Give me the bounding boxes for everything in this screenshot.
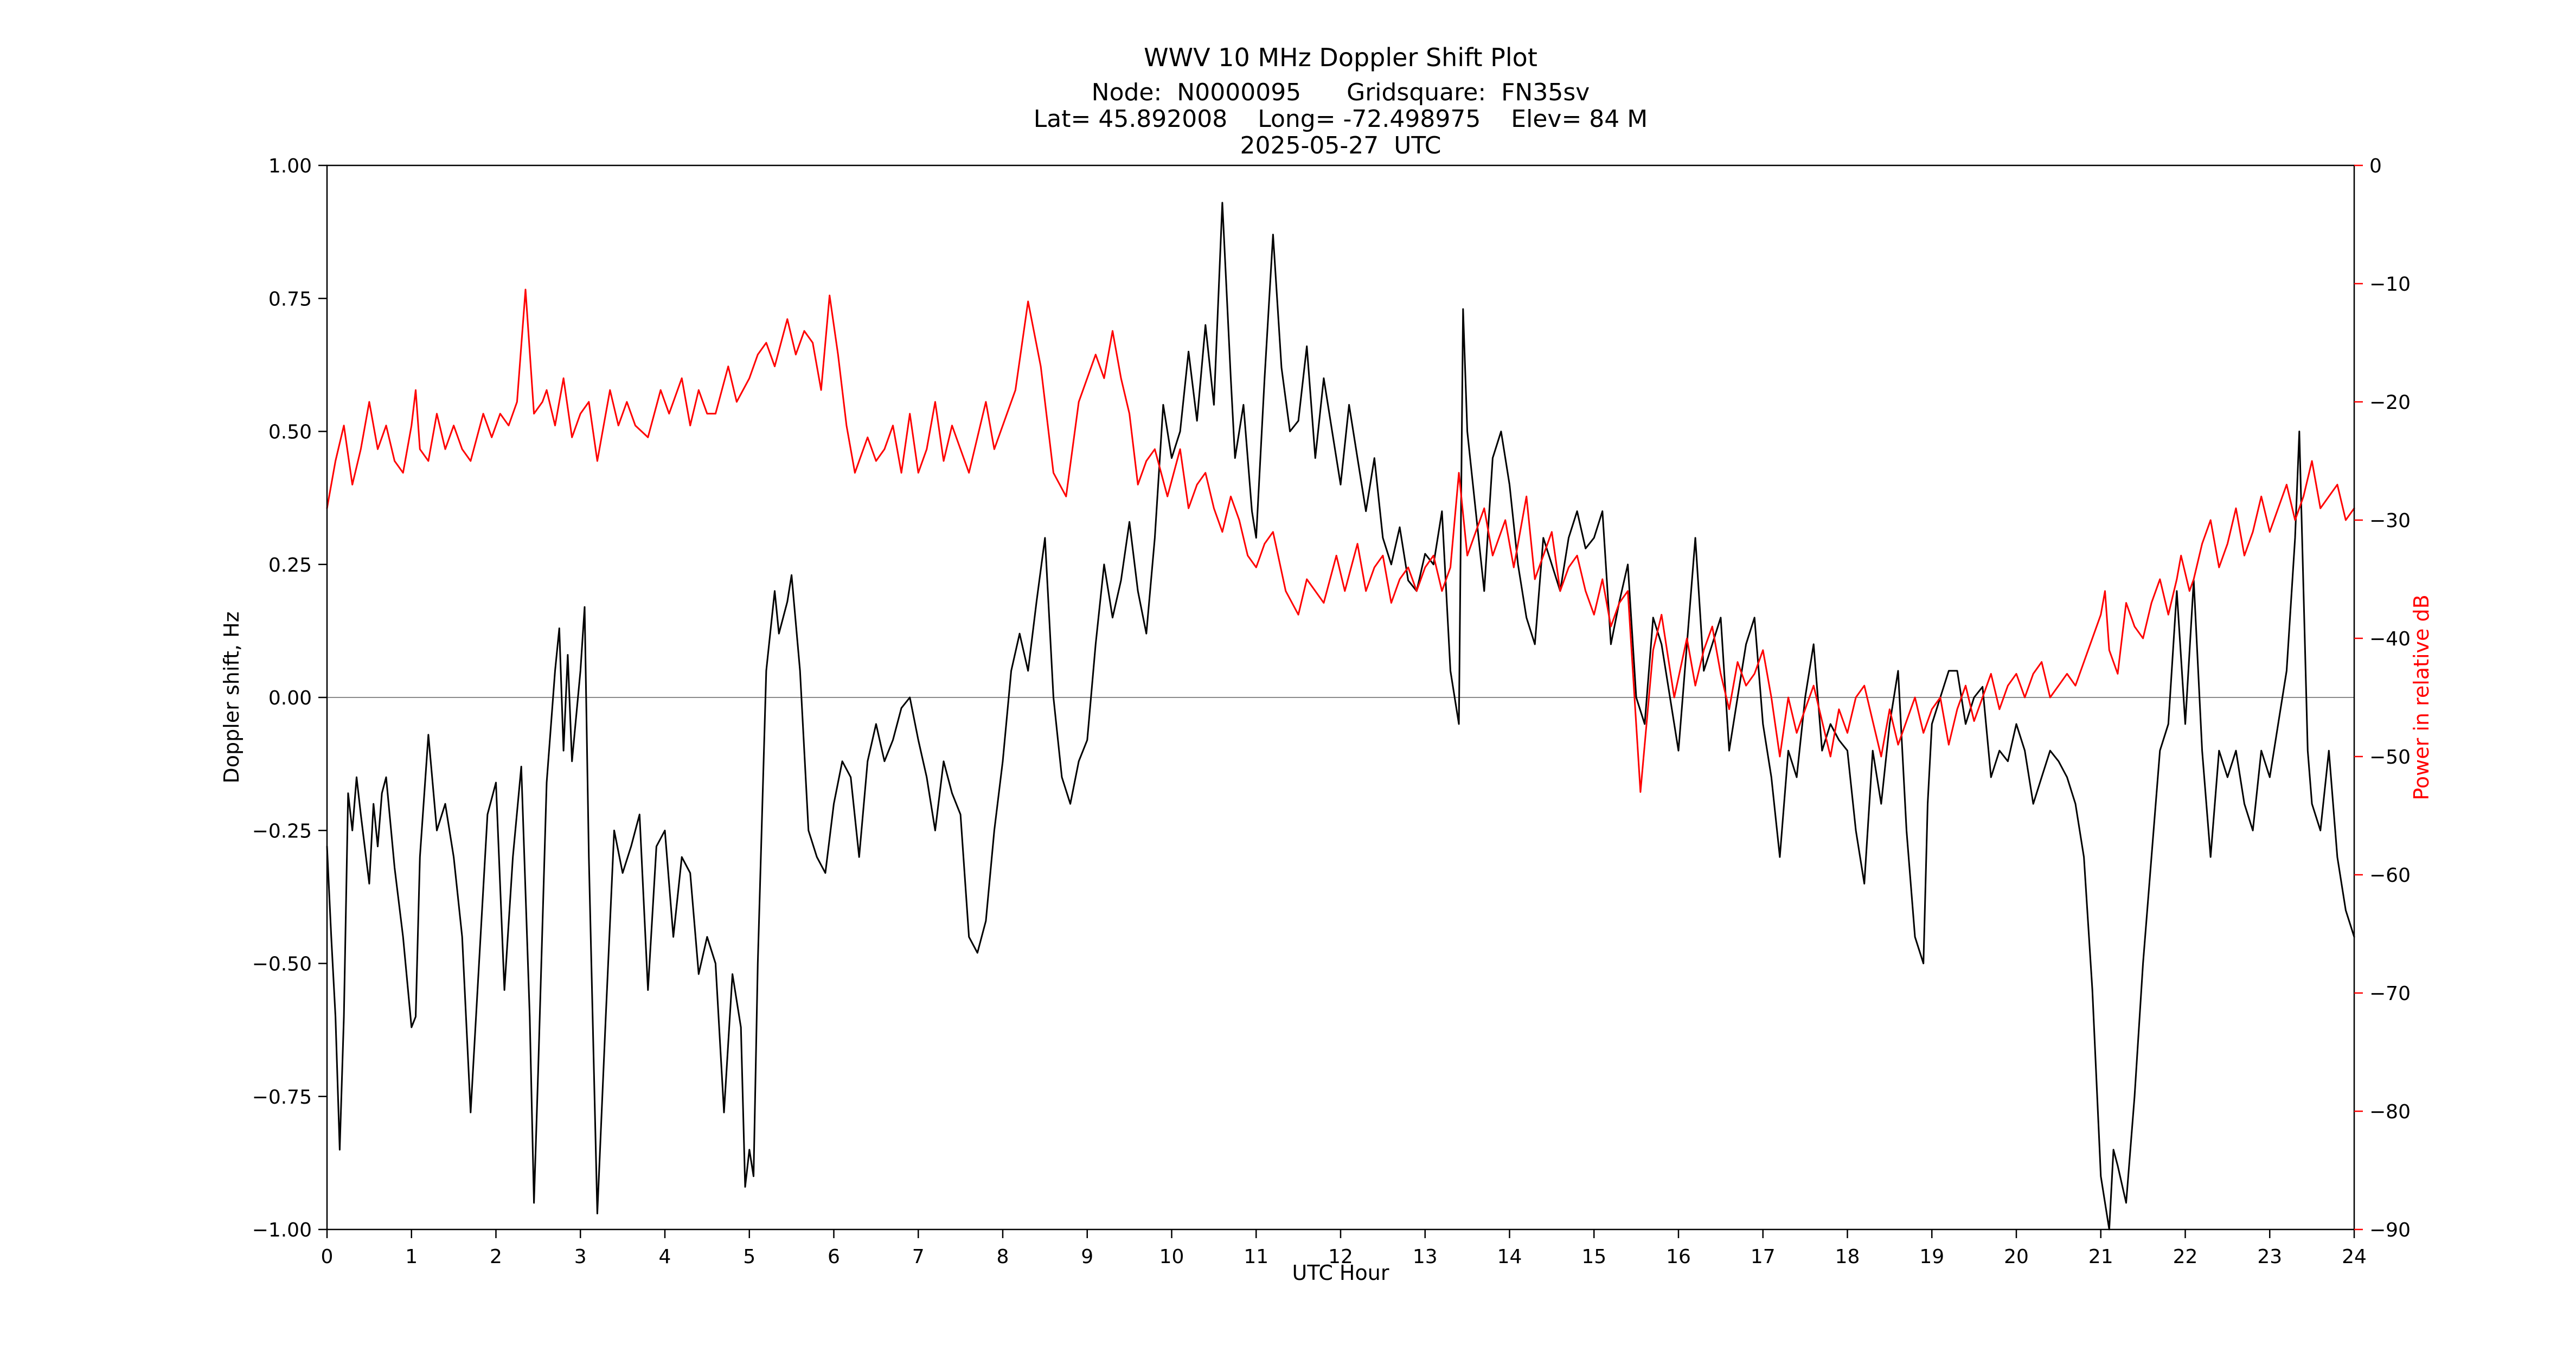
series-line-doppler [326, 202, 2355, 1231]
x-tick-label: 5 [743, 1246, 755, 1268]
right-y-tick-label: 0 [2369, 155, 2382, 177]
x-tick-label: 21 [2088, 1246, 2113, 1268]
plot-area: 0 1 2 3 4 5 6 7 8 9 10 11 12 13 14 15 16 17 18 19 20 21 22 23 24… [252, 155, 2411, 1268]
x-tick-label: 24 [2342, 1246, 2367, 1268]
right-y-axis-label: Power in relative dB [2410, 594, 2433, 800]
x-tick-label: 12 [1328, 1246, 1353, 1268]
right-y-tick-label: −20 [2369, 392, 2411, 414]
left-y-tick-label: 0.25 [268, 554, 312, 576]
left-y-tick-label: 0.50 [268, 421, 312, 444]
x-tick-label: 10 [1159, 1246, 1184, 1268]
left-y-tick-label: −0.50 [252, 953, 312, 976]
chart-subtitle-location: Lat= 45.892008 Long= -72.498975 Elev= 84… [1034, 105, 1648, 133]
right-y-tick-label: −30 [2369, 510, 2411, 532]
x-tick-label: 19 [1919, 1246, 1944, 1268]
right-y-tick-label: −50 [2369, 746, 2411, 768]
x-tick-label: 23 [2257, 1246, 2282, 1268]
right-y-tick-label: −90 [2369, 1219, 2411, 1241]
left-y-tick-label: −1.00 [252, 1219, 312, 1241]
x-tick-label: 8 [997, 1246, 1009, 1268]
chart-header: WWV 10 MHz Doppler Shift Plot Node: N000… [1034, 43, 1648, 159]
left-y-tick-label: 0.00 [268, 687, 312, 709]
x-tick-label: 22 [2173, 1246, 2198, 1268]
left-y-axis-label: Doppler shift, Hz [220, 611, 243, 783]
chart-subtitle-date: 2025-05-27 UTC [1240, 132, 1441, 159]
x-tick-label: 11 [1244, 1246, 1268, 1268]
x-tick-label: 9 [1081, 1246, 1093, 1268]
right-y-tick-label: −40 [2369, 628, 2411, 650]
right-y-tick-label: −70 [2369, 983, 2411, 1005]
x-tick-label: 16 [1666, 1246, 1691, 1268]
x-tick-label: 17 [1751, 1246, 1776, 1268]
right-y-tick-label: −60 [2369, 864, 2411, 887]
x-tick-label: 20 [2004, 1246, 2029, 1268]
series-line-power [326, 289, 2355, 793]
x-tick-label: 14 [1497, 1246, 1522, 1268]
x-tick-label: 18 [1835, 1246, 1860, 1268]
x-tick-label: 3 [574, 1246, 587, 1268]
left-y-tick-label: 1.00 [268, 155, 312, 177]
x-axis-label: UTC Hour [1292, 1261, 1389, 1285]
x-tick-label: 6 [828, 1246, 840, 1268]
x-tick-label: 15 [1581, 1246, 1606, 1268]
x-tick-label: 1 [405, 1246, 418, 1268]
x-tick-label: 7 [912, 1246, 925, 1268]
chart-title: WWV 10 MHz Doppler Shift Plot [1144, 43, 1537, 72]
x-tick-label: 2 [490, 1246, 502, 1268]
right-y-tick-label: −10 [2369, 273, 2411, 296]
x-tick-label: 4 [659, 1246, 671, 1268]
left-y-tick-label: −0.25 [252, 820, 312, 842]
x-tick-label: 0 [321, 1246, 334, 1268]
right-y-tick-label: −80 [2369, 1101, 2411, 1123]
left-y-tick-label: −0.75 [252, 1086, 312, 1109]
left-y-tick-label: 0.75 [268, 288, 312, 310]
x-tick-label: 13 [1413, 1246, 1438, 1268]
chart-subtitle-node: Node: N0000095 Gridsquare: FN35sv [1092, 79, 1590, 106]
